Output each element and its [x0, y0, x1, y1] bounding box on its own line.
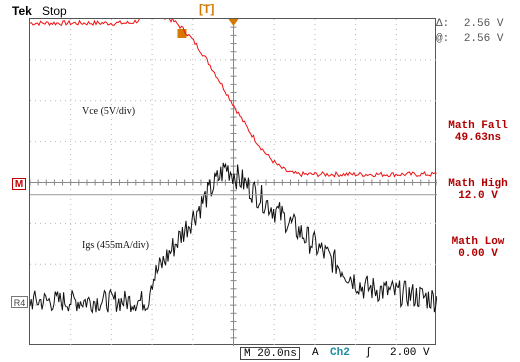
measurement-math-high: Math High 12.0 V [436, 178, 520, 202]
trigger-source[interactable]: Ch2 [330, 347, 350, 359]
measurement-value: 12.0 V [458, 190, 498, 202]
ref4-channel-marker[interactable]: R4 [11, 296, 28, 308]
waveform-display[interactable] [29, 18, 437, 346]
acquisition-state: Stop [42, 4, 67, 18]
measurement-label: Math Fall [448, 120, 508, 132]
igs-waveform [30, 162, 437, 314]
bottom-status-bar: M 20.0ns A Ch2 ∫ 2.00 V [0, 346, 520, 362]
cursor-delta-value: 2.56 V [463, 18, 504, 30]
vce-waveform [30, 19, 437, 178]
cursor-at-label: @: [436, 33, 450, 45]
trigger-pos-flag [177, 29, 187, 38]
cursor-delta-label: Δ: [436, 18, 450, 30]
trigger-position-marker[interactable]: [T] [199, 2, 215, 16]
igs-trace-label: Igs (455mA/div) [82, 240, 149, 251]
math-channel-marker[interactable]: M [12, 178, 26, 190]
cursor-at-value: 2.56 V [463, 33, 504, 45]
trigger-level[interactable]: 2.00 V [390, 347, 430, 359]
timebase-readout[interactable]: M 20.0ns [240, 347, 300, 360]
measurement-math-low: Math Low 0.00 V [436, 236, 520, 260]
trigger-time-marker [228, 19, 239, 26]
brand-label: Tek [12, 4, 32, 18]
trigger-letter: T [203, 2, 211, 16]
measurement-math-fall: Math Fall 49.63ns [436, 120, 520, 144]
top-status-bar: Tek Stop [T] [0, 0, 520, 20]
vce-trace-label: Vce (5V/div) [82, 106, 136, 117]
timebase-prefix: M [244, 348, 251, 360]
measurement-value: 0.00 V [458, 248, 498, 260]
graticule [30, 19, 437, 346]
trigger-mode[interactable]: A [312, 347, 319, 359]
cursor-delta-readout: Δ: 2.56 V [436, 18, 503, 30]
trigger-slope-icon[interactable]: ∫ [365, 347, 372, 359]
measurement-label: Math Low [451, 236, 505, 248]
measurement-value: 49.63ns [454, 132, 502, 144]
cursor-at-readout: @: 2.56 V [436, 33, 503, 45]
measurement-label: Math High [448, 178, 508, 190]
timebase-value: 20.0ns [257, 348, 297, 360]
